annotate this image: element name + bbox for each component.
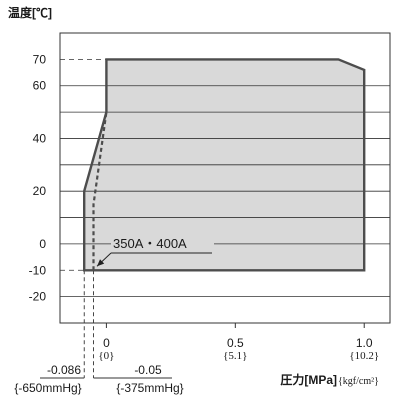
marker-label: -0.05 <box>134 363 162 377</box>
y-axis-title: 温度[℃] <box>8 5 52 20</box>
y-tick-label: -20 <box>29 290 47 304</box>
y-tick-label: 20 <box>33 184 47 198</box>
annotation-label: 350A・400A <box>113 236 187 251</box>
y-tick-label: -10 <box>29 263 47 277</box>
x-tick-alt-label: {0} <box>98 350 114 362</box>
x-tick-label: 0 <box>103 336 110 350</box>
annotation-label-background <box>111 233 214 251</box>
x-tick-alt-label: {10.2} <box>349 350 379 362</box>
y-tick-label: 40 <box>33 131 47 145</box>
marker-label: -0.086 <box>47 363 81 377</box>
operating-range-outline <box>82 58 366 272</box>
y-tick-label: 60 <box>33 79 47 93</box>
marker-alt-label: {-650mmHg} <box>14 381 81 395</box>
y-tick-label: 0 <box>39 237 46 251</box>
plot-frame <box>59 32 391 324</box>
x-tick-label: 0.5 <box>227 336 244 350</box>
x-tick-alt-label: {5.1} <box>223 350 247 362</box>
marker-alt-label: {-375mmHg} <box>116 381 183 395</box>
x-axis-title: 圧力[MPa] <box>280 372 337 387</box>
x-tick-label: 1.0 <box>356 336 373 350</box>
x-axis-alt-unit: {kgf/cm²} <box>338 376 379 387</box>
y-tick-label: 70 <box>33 52 47 66</box>
annotation-arrowhead <box>97 259 105 267</box>
series-350a-400a-line <box>92 111 108 271</box>
